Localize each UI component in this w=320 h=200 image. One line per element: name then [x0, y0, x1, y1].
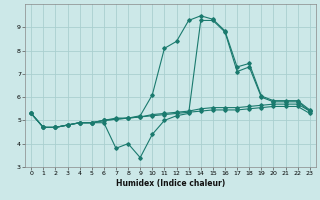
X-axis label: Humidex (Indice chaleur): Humidex (Indice chaleur) — [116, 179, 225, 188]
